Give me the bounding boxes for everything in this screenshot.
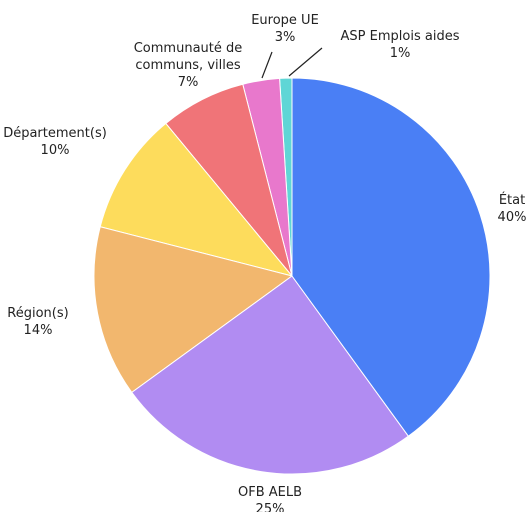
pie-slice <box>93 226 294 394</box>
category-name: Communauté de communs, villes <box>133 41 243 73</box>
slice-label: ASP Emplois aides 1% <box>320 28 480 62</box>
slice-label: Région(s) 14% <box>0 305 78 339</box>
category-name: Europe UE <box>251 13 319 28</box>
category-name: OFB AELB <box>237 485 303 500</box>
slice-label: Communauté de communs, villes 7% <box>118 40 258 91</box>
leader-line <box>261 51 273 79</box>
leader-line <box>288 47 323 77</box>
value-label: 14% <box>23 323 53 338</box>
pie-slice <box>99 122 294 277</box>
pie-slice <box>131 275 410 475</box>
category-name: Département(s) <box>3 126 107 141</box>
slice-label: Europe UE 3% <box>240 12 330 46</box>
category-name: Région(s) <box>7 306 69 321</box>
value-label: 25% <box>255 502 285 512</box>
pie-slice <box>291 77 491 437</box>
value-label: 10% <box>40 143 70 158</box>
value-label: 1% <box>389 46 411 61</box>
category-name: ASP Emplois aides <box>340 29 460 44</box>
value-label: 40% <box>497 210 527 225</box>
value-label: 7% <box>177 75 199 90</box>
value-label: 3% <box>274 30 296 45</box>
slice-label: État 40% <box>482 192 527 226</box>
category-name: État <box>498 193 526 208</box>
slice-label: Département(s) 10% <box>0 125 120 159</box>
slice-label: OFB AELB 25% <box>210 484 330 512</box>
